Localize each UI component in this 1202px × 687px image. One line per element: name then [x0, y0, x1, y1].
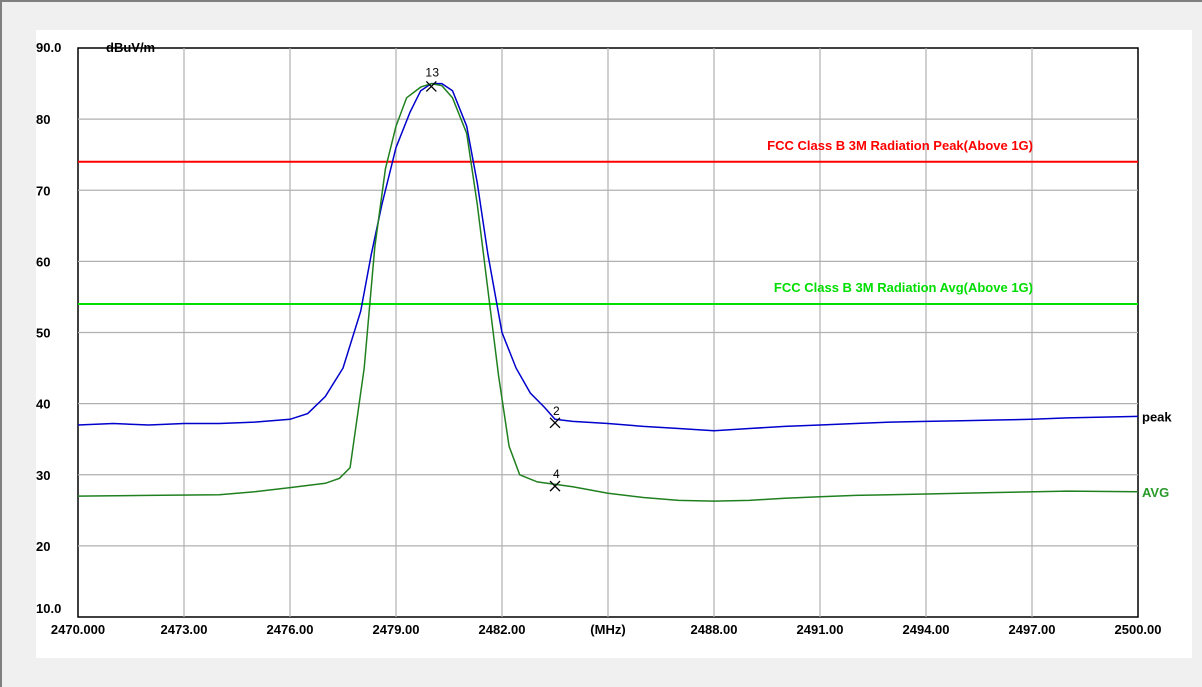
x-tick-label: (MHz): [590, 622, 625, 637]
x-tick-label: 2476.00: [267, 622, 314, 637]
marker-label: 4: [553, 467, 560, 481]
series-line-peak: [77, 82, 1139, 432]
y-tick-label: 70: [36, 183, 50, 198]
marker-cross: [549, 480, 561, 492]
x-tick-label: 2494.00: [903, 622, 950, 637]
x-tick-label: 2491.00: [797, 622, 844, 637]
y-tick-label: 80: [36, 112, 50, 127]
marker-cross: [425, 80, 437, 92]
limit-line-label: FCC Class B 3M Radiation Avg(Above 1G): [774, 280, 1033, 295]
marker-cross: [549, 417, 561, 429]
series-label: AVG: [1142, 485, 1169, 500]
chart-panel: FCC Class B 3M Radiation Peak(Above 1G) F…: [36, 30, 1192, 658]
x-tick-label: 2497.00: [1009, 622, 1056, 637]
y-tick-label: 50: [36, 326, 50, 341]
series-lines: peak AVG: [77, 82, 1172, 502]
limit-line-label: FCC Class B 3M Radiation Peak(Above 1G): [767, 138, 1033, 153]
x-tick-label: 2482.00: [479, 622, 526, 637]
x-tick-label: 2470.000: [51, 622, 105, 637]
x-tick-label: 2488.00: [691, 622, 738, 637]
marker-label: 3: [432, 65, 439, 79]
marker-label: 1: [425, 65, 432, 79]
y-tick-label: 40: [36, 397, 50, 412]
x-tick-label: 2479.00: [373, 622, 420, 637]
marker-label: 2: [553, 404, 560, 418]
emission-chart: FCC Class B 3M Radiation Peak(Above 1G) F…: [36, 40, 1172, 637]
y-tick-label: 60: [36, 254, 50, 269]
y-tick-label: 20: [36, 539, 50, 554]
y-tick-label: 30: [36, 468, 50, 483]
grid-lines: [78, 48, 1138, 617]
y-axis-unit-label: dBuV/m: [106, 40, 155, 55]
axis-labels: 2470.000 2473.00 2476.00 2479.00 2482.00 (MHz…: [36, 40, 1162, 637]
x-tick-label: 2473.00: [161, 622, 208, 637]
series-line-avg: [77, 82, 1139, 502]
markers: 1 3 2 4: [425, 65, 561, 492]
series-label: peak: [1142, 409, 1172, 424]
limit-lines: FCC Class B 3M Radiation Peak(Above 1G) F…: [78, 138, 1138, 306]
x-tick-label: 2500.00: [1115, 622, 1162, 637]
y-tick-label: 10.0: [36, 601, 61, 616]
y-tick-label: 90.0: [36, 40, 61, 55]
